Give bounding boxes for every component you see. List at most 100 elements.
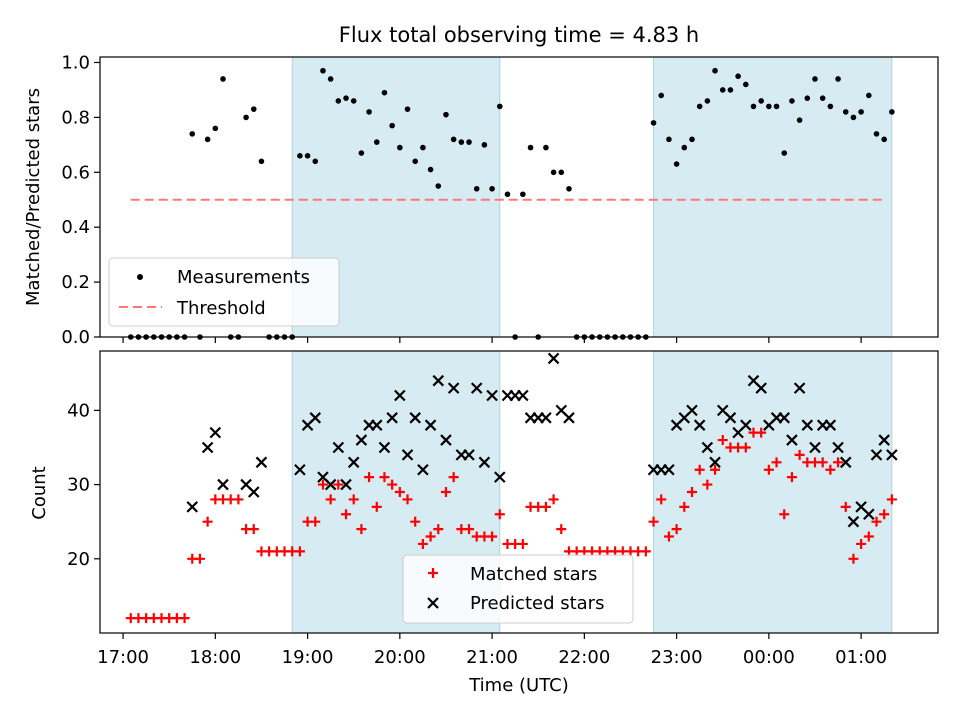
y-tick-label: 30 [67,475,90,496]
measurement-point [520,191,526,198]
measurement-point [543,144,549,151]
matched-star-point [402,494,413,505]
matched-star-point [779,509,790,520]
matched-star-point [310,516,321,527]
y-tick-label: 0.8 [61,107,90,128]
predicted-star-point [486,389,498,402]
matched-star-point [325,494,336,505]
predicted-star-point [824,419,837,431]
measurement-point [373,139,380,145]
measurement-point [412,158,419,165]
measurement-point [666,136,672,143]
measurement-point [358,150,365,156]
matched-star-point [879,509,890,520]
matched-star-point [556,524,567,535]
measurement-point [427,166,434,173]
measurement-point [873,131,880,137]
measurement-point [204,136,211,143]
predicted-star-point [494,471,506,483]
legend-measurements-marker [137,274,143,280]
measurement-point [804,95,811,101]
matched-star-point [425,531,436,542]
matched-star-point [387,479,398,490]
matched-star-point [686,487,697,497]
predicted-star-point [186,501,199,513]
measurement-point [366,109,372,115]
measurement-point [781,150,788,156]
measurement-point [258,158,265,165]
predicted-star-point [517,389,529,402]
predicted-star-point [332,441,345,454]
legend-threshold-label: Threshold [176,298,266,319]
top-x-ticks [122,337,862,343]
matched-star-point [494,509,505,520]
matched-star-point [786,472,797,483]
predicted-star-point [693,419,706,431]
matched-star-point [840,501,851,512]
predicted-star-point [847,515,860,528]
matched-star-point [202,516,213,527]
measurement-point [327,76,334,82]
matched-star-point [740,442,751,453]
matched-star-point [710,464,721,475]
x-tick-label: 17:00 [97,647,149,668]
predicted-star-point [870,449,883,461]
predicted-star-point [386,412,398,424]
measurement-point [766,103,772,110]
matched-star-point [833,457,844,468]
measurement-point [742,81,749,88]
x-tick-label: 23:00 [651,647,703,668]
predicted-star-point [309,412,322,424]
predicted-star-point [201,441,214,454]
predicted-star-point [786,434,798,446]
measurement-point [458,139,465,145]
matched-star-point [663,531,674,542]
measurement-point [689,136,695,143]
bottom-x-ticks: 17:00 18:00 19:00 20:00 21:00 22:00 23:00 00:00… [97,633,887,668]
measurement-point [704,98,711,104]
legend-matched-marker [428,568,438,578]
predicted-star-point [463,449,475,461]
measurement-point [481,142,488,148]
y-tick-label: 0.6 [61,162,90,183]
matched-star-point [333,479,344,490]
matched-star-point [856,538,867,549]
top-shaded-intervals [291,56,893,338]
measurement-point [681,144,688,151]
x-tick-label: 22:00 [558,647,610,668]
predicted-star-point [724,412,737,424]
measurement-point [735,73,741,80]
measurement-point [304,153,311,159]
measurement-point [404,106,411,112]
matched-star-point [794,449,805,460]
matched-star-point [394,487,405,497]
predicted-star-point [878,434,890,446]
matched-star-point [640,546,651,557]
predicted-star-point [663,463,675,476]
matched-star-point [417,538,428,549]
matched-star-point [825,464,836,475]
legend-matched-label: Matched stars [470,564,597,585]
measurement-point [712,67,718,74]
predicted-star-point [417,463,429,476]
matched-star-point [656,494,667,505]
bottom-panel: 20 30 40 17:00 18:00 19:00 20:00 21:00 22:00 23:… [29,350,939,696]
predicted-star-point [801,419,814,431]
predicted-star-point [294,463,306,476]
matched-star-point [348,494,359,505]
top-legend: Measurements Threshold [108,257,340,327]
measurement-point [212,125,219,132]
x-tick-label: 01:00 [835,647,887,668]
matched-star-point [771,457,782,468]
measurement-point [696,103,703,110]
matched-star-point [702,479,713,490]
predicted-star-point [547,352,560,365]
measurement-point [727,87,734,93]
matched-star-point [379,472,390,483]
matched-star-point [448,472,459,483]
measurement-point [558,169,565,176]
predicted-star-point [563,412,575,424]
matched-star-point [517,538,528,549]
matched-star-point [440,487,451,497]
